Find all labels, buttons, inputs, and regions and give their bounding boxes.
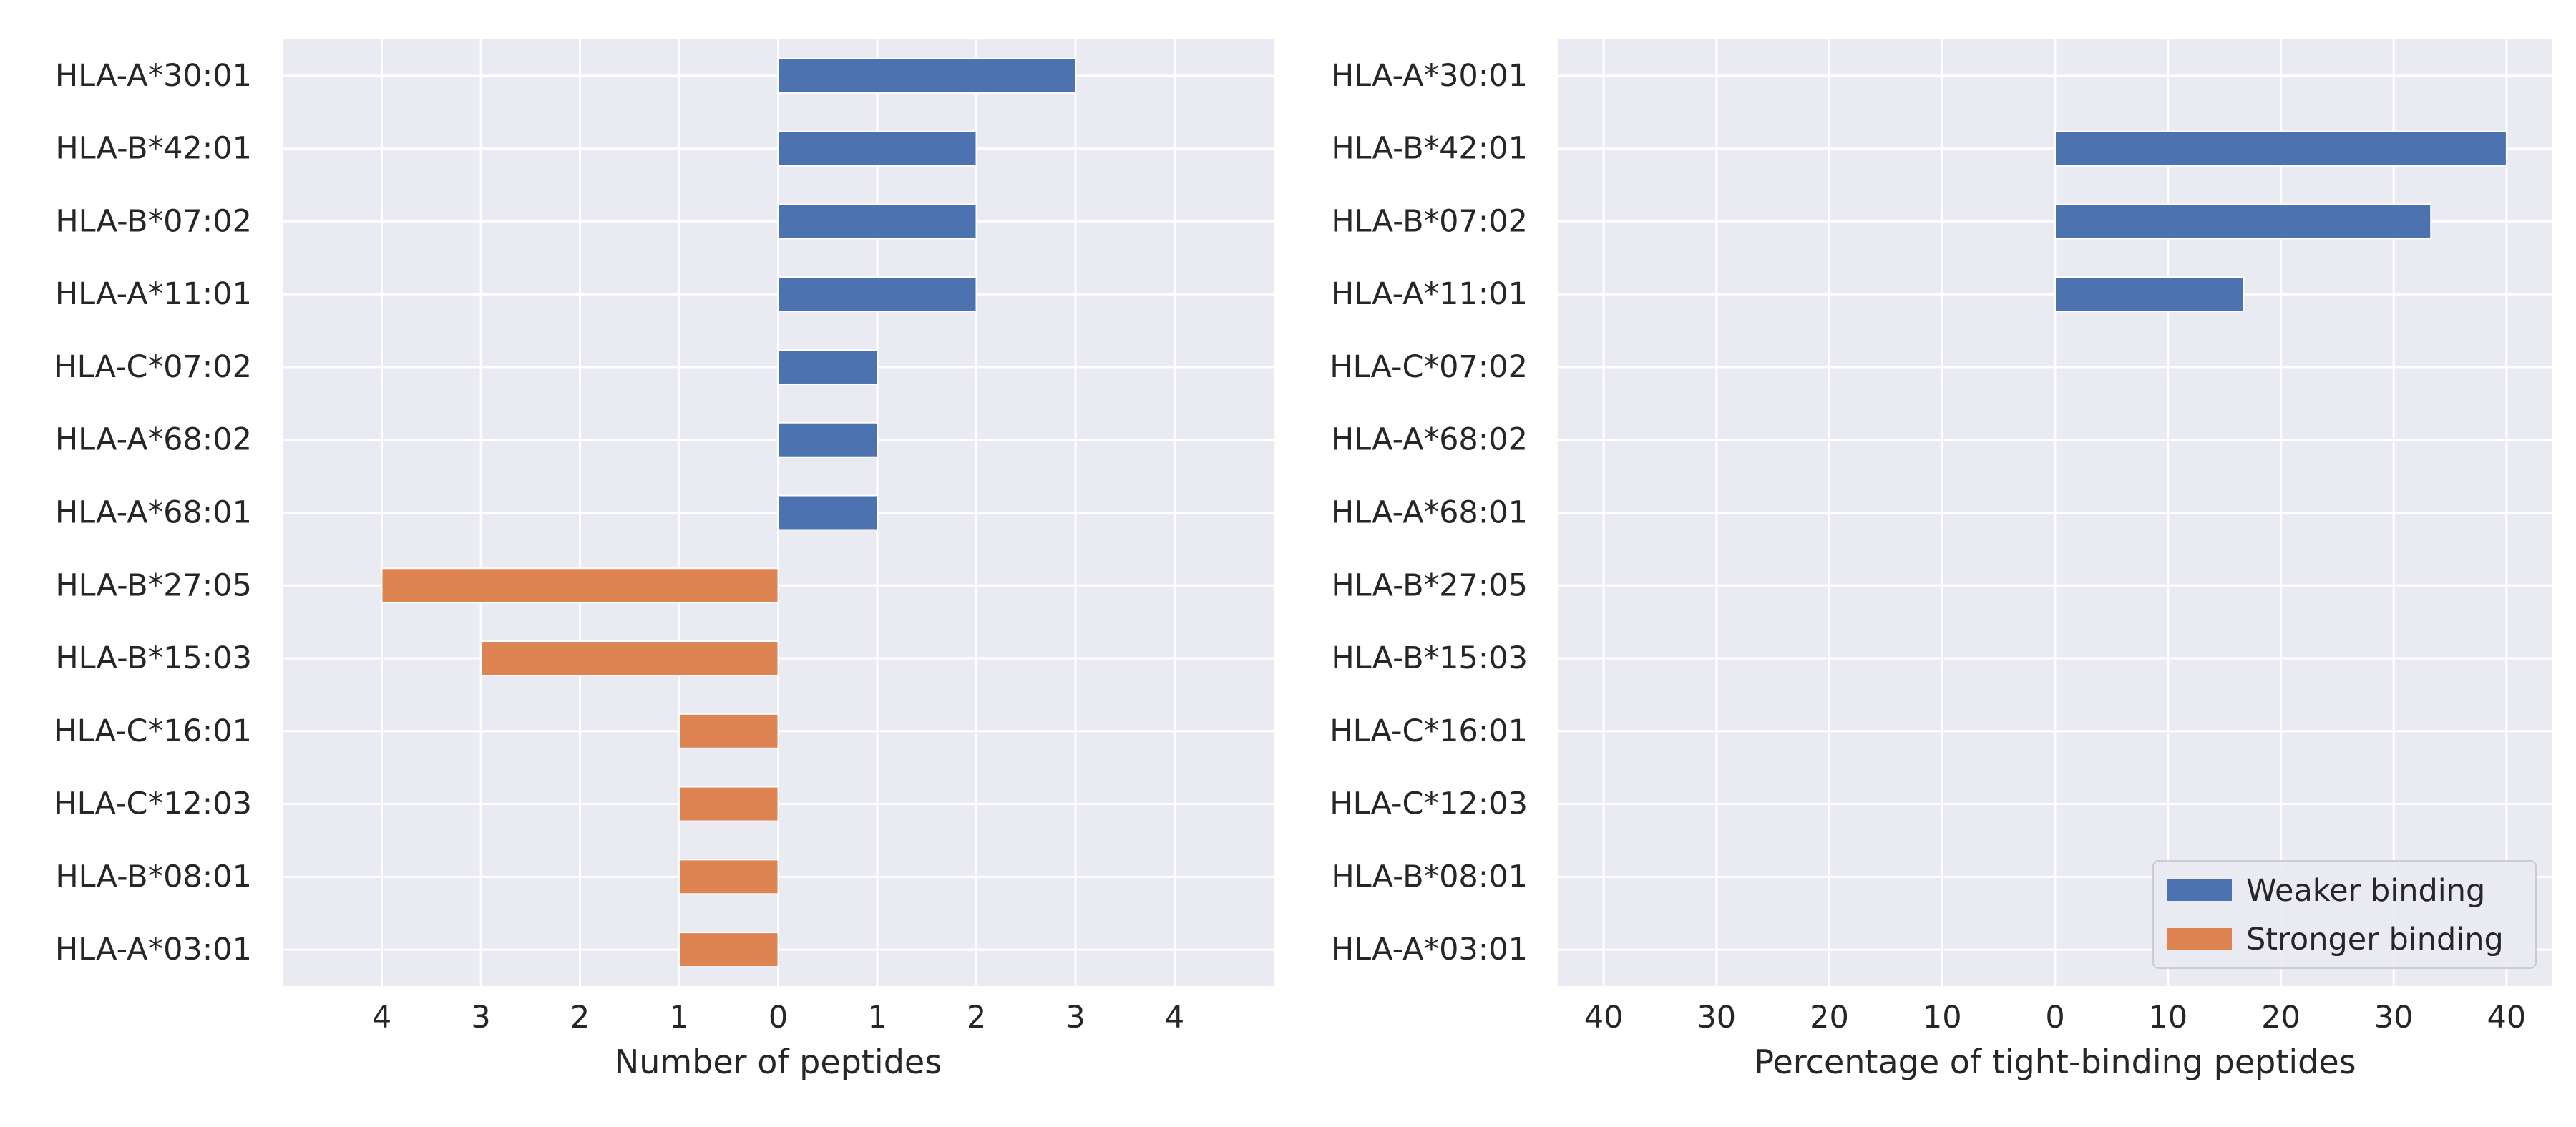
bar-weaker-HLA-A*11:01 [777, 276, 977, 313]
y-tick-label: HLA-C*16:01 [54, 713, 252, 749]
y-tick-label: HLA-A*68:02 [1331, 422, 1528, 458]
x-tick-label: 1 [867, 1000, 887, 1035]
y-tick-label: HLA-B*07:02 [1331, 203, 1528, 239]
y-tick-label: HLA-B*08:01 [1331, 859, 1528, 894]
bar-weaker-HLA-A*11:01 [2054, 276, 2245, 313]
x-tick-label: 2 [570, 1000, 590, 1035]
y-tick-label: HLA-C*12:03 [1330, 786, 1528, 822]
y-tick-label: HLA-A*11:01 [1331, 276, 1528, 312]
y-tick-label: HLA-A*03:01 [1331, 932, 1528, 967]
y-tick-label: HLA-A*68:01 [55, 495, 252, 531]
chart-panel-right: HLA-A*30:01 HLA-B*42:01 HLA-B*07:02 HLA-A*1… [1330, 39, 2552, 1081]
x-tick-label: 30 [2374, 1000, 2414, 1035]
legend-swatch-stronger [2167, 928, 2232, 950]
bar-weaker-HLA-A*68:01 [777, 494, 878, 531]
y-tick-label: HLA-C*16:01 [1330, 713, 1528, 749]
x-tick-label: 10 [2148, 1000, 2187, 1035]
y-tick-label: HLA-B*27:05 [1331, 567, 1528, 603]
legend: Weaker binding Stronger binding [2152, 860, 2537, 969]
x-tick-label: 10 [1923, 1000, 1962, 1035]
bar-weaker-HLA-A*68:02 [777, 421, 878, 458]
x-tick-label: 2 [967, 1000, 986, 1035]
bar-stronger-HLA-B*15:03 [480, 640, 779, 677]
bar-stronger-HLA-C*12:03 [678, 786, 779, 822]
bar-weaker-HLA-C*07:02 [777, 348, 878, 385]
x-tick-label: 20 [2261, 1000, 2301, 1035]
y-tick-label: HLA-B*27:05 [55, 567, 252, 603]
y-tick-label: HLA-B*15:03 [55, 640, 252, 676]
bar-weaker-HLA-A*30:01 [777, 57, 1076, 94]
y-tick-label: HLA-B*42:01 [55, 131, 252, 167]
chart-panel-left: HLA-A*30:01 HLA-B*42:01 HLA-B*07:02 HLA-A*1… [54, 39, 1274, 1081]
y-tick-label: HLA-C*07:02 [1330, 349, 1528, 385]
x-tick-label: 40 [2487, 1000, 2527, 1035]
x-tick-label: 0 [2045, 1000, 2064, 1035]
y-tick-label: HLA-C*07:02 [54, 349, 252, 385]
bar-weaker-HLA-B*42:01 [2054, 130, 2507, 167]
legend-frame [2152, 860, 2537, 969]
bar-weaker-HLA-B*07:02 [2054, 203, 2432, 240]
bar-stronger-HLA-B*27:05 [381, 567, 779, 604]
legend-swatch-weaker [2167, 879, 2232, 901]
bar-stronger-HLA-A*03:01 [678, 932, 779, 968]
y-tick-label: HLA-A*30:01 [55, 58, 252, 94]
y-tick-label: HLA-A*68:02 [55, 422, 252, 458]
x-tick-label: 30 [1697, 1000, 1736, 1035]
y-tick-label: HLA-A*11:01 [55, 276, 252, 312]
x-tick-label: 4 [372, 1000, 391, 1035]
x-axis-label: Percentage of tight-binding peptides [1754, 1043, 2356, 1081]
legend-label-stronger: Stronger binding [2246, 922, 2504, 957]
y-tick-label: HLA-B*07:02 [55, 203, 252, 239]
y-tick-label: HLA-B*15:03 [1331, 640, 1528, 676]
y-tick-label: HLA-B*08:01 [55, 859, 252, 894]
bar-stronger-HLA-C*16:01 [678, 713, 779, 749]
y-tick-label: HLA-C*12:03 [54, 786, 252, 822]
x-tick-label: 1 [669, 1000, 688, 1035]
x-tick-label: 40 [1584, 1000, 1624, 1035]
x-tick-label: 0 [769, 1000, 788, 1035]
x-tick-label: 4 [1165, 1000, 1184, 1035]
y-tick-label: HLA-A*30:01 [1331, 58, 1528, 94]
y-tick-label: HLA-B*42:01 [1331, 131, 1528, 167]
bar-stronger-HLA-B*08:01 [678, 859, 779, 895]
legend-label-weaker: Weaker binding [2246, 873, 2485, 909]
x-axis-label: Number of peptides [615, 1043, 942, 1081]
bar-weaker-HLA-B*07:02 [777, 203, 977, 240]
y-tick-label: HLA-A*68:01 [1331, 495, 1528, 531]
y-tick-label: HLA-A*03:01 [55, 932, 252, 967]
x-tick-label: 3 [471, 1000, 490, 1035]
bar-weaker-HLA-B*42:01 [777, 130, 977, 167]
x-tick-label: 3 [1065, 1000, 1085, 1035]
x-tick-label: 20 [1810, 1000, 1849, 1035]
